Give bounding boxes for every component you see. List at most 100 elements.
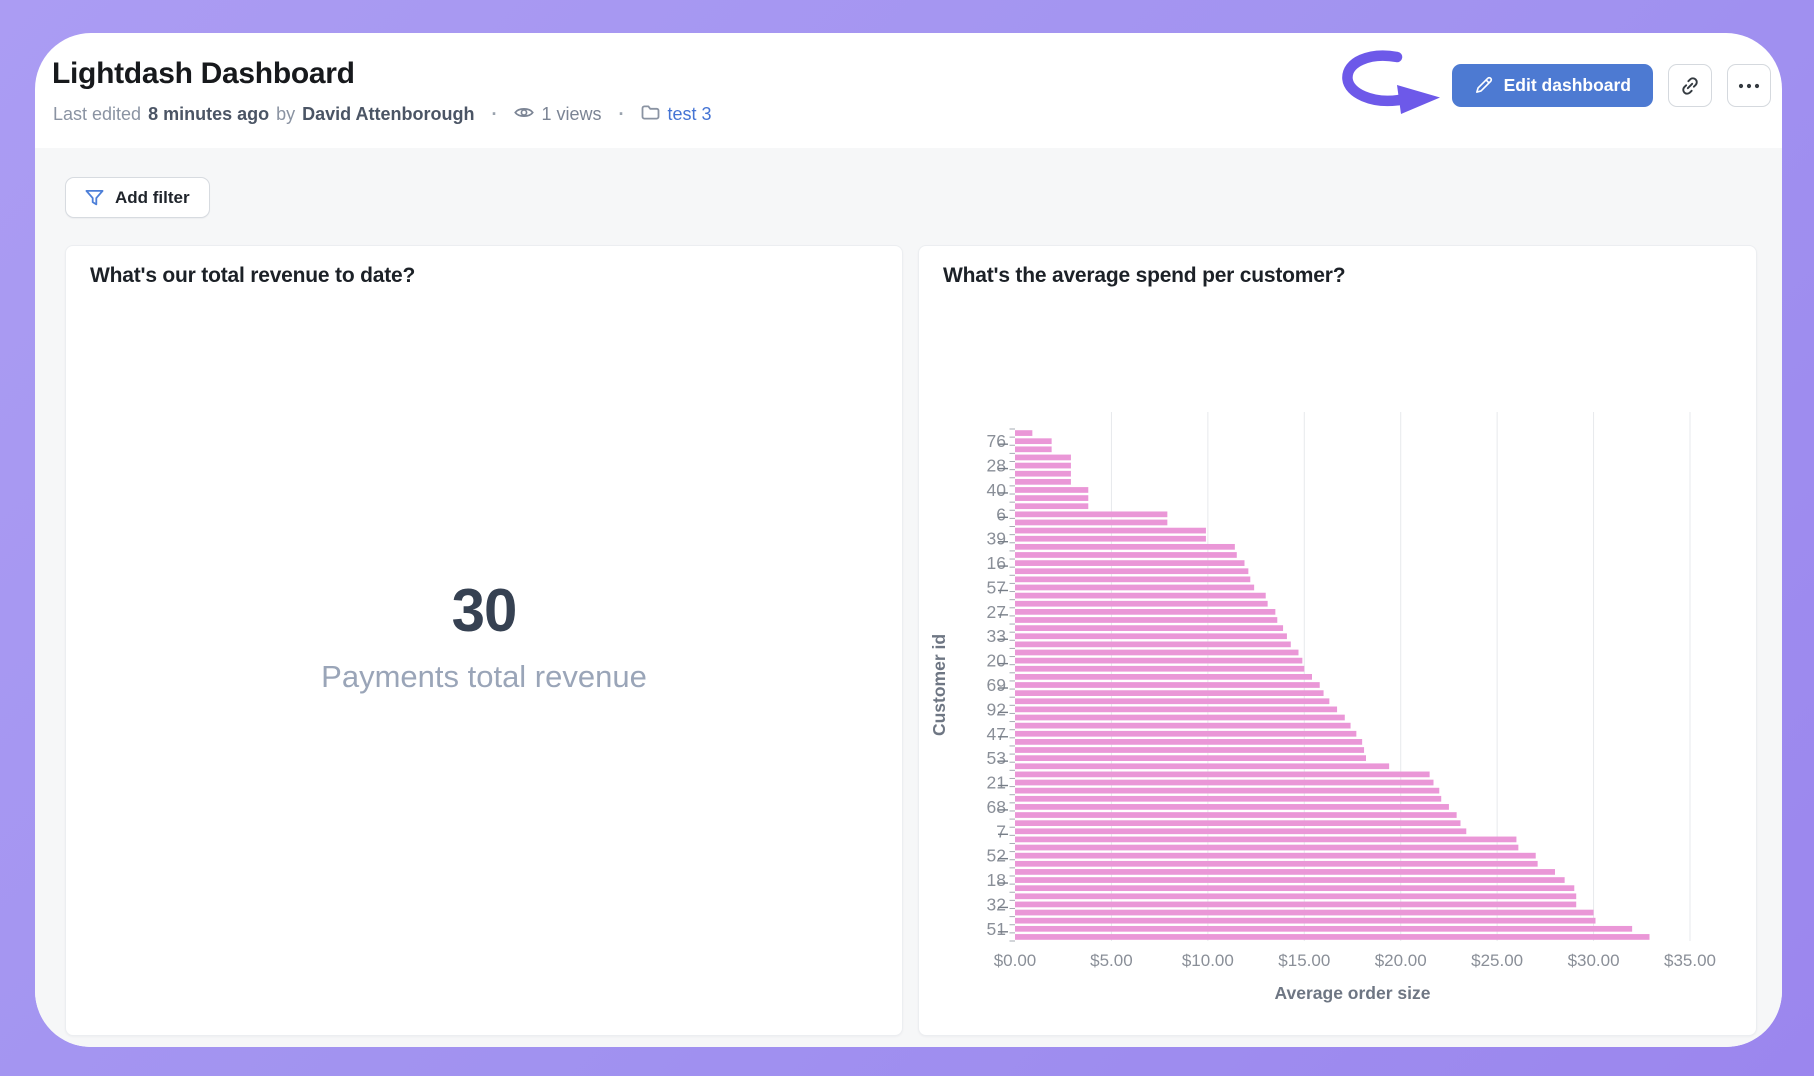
x-tick-label: $25.00: [1471, 951, 1523, 970]
bar: [1015, 633, 1287, 640]
y-tick-label: 33: [987, 626, 1006, 646]
more-menu-button[interactable]: [1727, 64, 1771, 107]
eye-icon: [514, 104, 535, 125]
x-axis-name: Average order size: [1275, 983, 1431, 1003]
bar: [1015, 641, 1291, 648]
average-spend-tile: What's the average spend per customer? $…: [918, 245, 1757, 1036]
link-icon: [1679, 75, 1701, 97]
y-tick-label: 47: [987, 724, 1006, 744]
y-tick-label: 76: [987, 431, 1006, 451]
add-filter-button[interactable]: Add filter: [65, 177, 210, 218]
bar: [1015, 438, 1052, 445]
revenue-tile-title: What's our total revenue to date?: [90, 264, 416, 287]
y-tick-label: 20: [987, 651, 1007, 671]
y-tick-label: 28: [987, 456, 1006, 476]
bar: [1015, 909, 1594, 916]
add-filter-label: Add filter: [115, 187, 190, 207]
bar: [1015, 706, 1338, 713]
bar: [1015, 812, 1457, 818]
bar: [1015, 763, 1390, 770]
space-link[interactable]: test 3: [667, 103, 712, 124]
bar: [1015, 901, 1577, 908]
bar: [1015, 430, 1033, 436]
page-title: Lightdash Dashboard: [52, 57, 355, 90]
y-tick-label: 16: [987, 553, 1006, 573]
bar: [1015, 820, 1461, 827]
bar: [1015, 446, 1052, 453]
bar: [1015, 560, 1245, 566]
bar: [1015, 779, 1434, 786]
bar: [1015, 608, 1276, 615]
y-tick-label: 69: [987, 675, 1006, 695]
x-tick-label: $5.00: [1090, 951, 1133, 970]
bar: [1015, 852, 1536, 859]
edit-dashboard-button[interactable]: Edit dashboard: [1451, 64, 1653, 107]
big-number-value: 30: [451, 577, 518, 644]
bar: [1015, 690, 1324, 696]
bar: [1015, 836, 1517, 843]
bar: [1015, 885, 1575, 892]
bar: [1015, 657, 1303, 664]
y-tick-label: 32: [987, 894, 1006, 914]
y-tick-label: 7: [996, 821, 1006, 841]
y-tick-label: 53: [987, 748, 1006, 768]
bar: [1015, 804, 1449, 810]
chart-area: $0.00 $5.00 $10.00 $15.00 $20.00 $25.00 $30.00…: [919, 356, 1758, 1031]
share-link-button[interactable]: [1668, 64, 1712, 107]
annotation-arrow-icon: [1335, 48, 1450, 123]
folder-icon: [641, 104, 660, 125]
bar: [1015, 649, 1299, 656]
y-tick-label: 52: [987, 846, 1006, 866]
average-spend-tile-title: What's the average spend per customer?: [943, 264, 1346, 287]
average-spend-chart[interactable]: $0.00 $5.00 $10.00 $15.00 $20.00 $25.00 $30.00…: [919, 356, 1758, 1031]
bar: [1015, 568, 1249, 575]
y-tick-label: 18: [987, 870, 1006, 890]
bar: [1015, 917, 1596, 924]
y-tick-label: 39: [987, 529, 1006, 549]
bar: [1015, 665, 1305, 672]
bar: [1015, 478, 1071, 485]
big-number-block: 30 Payments total revenue: [66, 576, 902, 695]
bar: [1015, 787, 1440, 794]
header-actions: Edit dashboard: [1451, 64, 1771, 107]
bar: [1015, 617, 1278, 623]
bar: [1015, 722, 1351, 729]
bar: [1015, 730, 1357, 737]
bar: [1015, 828, 1467, 835]
bar: [1015, 535, 1206, 542]
y-tick-label: 6: [996, 504, 1006, 524]
last-edited-prefix: Last edited: [53, 103, 142, 124]
y-tick-label: 51: [987, 919, 1006, 939]
bar: [1015, 543, 1235, 550]
bar: [1015, 519, 1168, 526]
y-tick-label: 57: [987, 577, 1006, 597]
revenue-tile: What's our total revenue to date? 30 Pay…: [65, 245, 903, 1036]
bar: [1015, 487, 1089, 493]
bar: [1015, 869, 1555, 875]
bar: [1015, 592, 1266, 599]
bar: [1015, 860, 1538, 867]
bar: [1015, 454, 1071, 461]
bar: [1015, 877, 1565, 883]
dashboard-meta: Last edited 8 minutes ago by David Atten…: [53, 102, 712, 126]
separator-dot: ·: [618, 103, 625, 124]
bar: [1015, 552, 1237, 558]
bar: [1015, 600, 1268, 607]
bar: [1015, 893, 1577, 900]
y-tick-label: 27: [987, 602, 1006, 622]
pencil-icon: [1474, 76, 1493, 95]
bar: [1015, 739, 1363, 745]
bar: [1015, 795, 1442, 802]
x-tick-label: $0.00: [994, 951, 1037, 970]
bar: [1015, 934, 1650, 940]
dashboard-card: Lightdash Dashboard Last edited 8 minute…: [35, 33, 1782, 1047]
bar: [1015, 584, 1255, 591]
last-edited-time: 8 minutes ago: [148, 103, 270, 124]
by-label: by: [276, 103, 296, 124]
bar: [1015, 925, 1633, 932]
bar: [1015, 462, 1071, 469]
x-tick-label: $10.00: [1182, 951, 1234, 970]
bar: [1015, 714, 1345, 721]
x-tick-label: $35.00: [1664, 951, 1716, 970]
bar: [1015, 527, 1206, 534]
